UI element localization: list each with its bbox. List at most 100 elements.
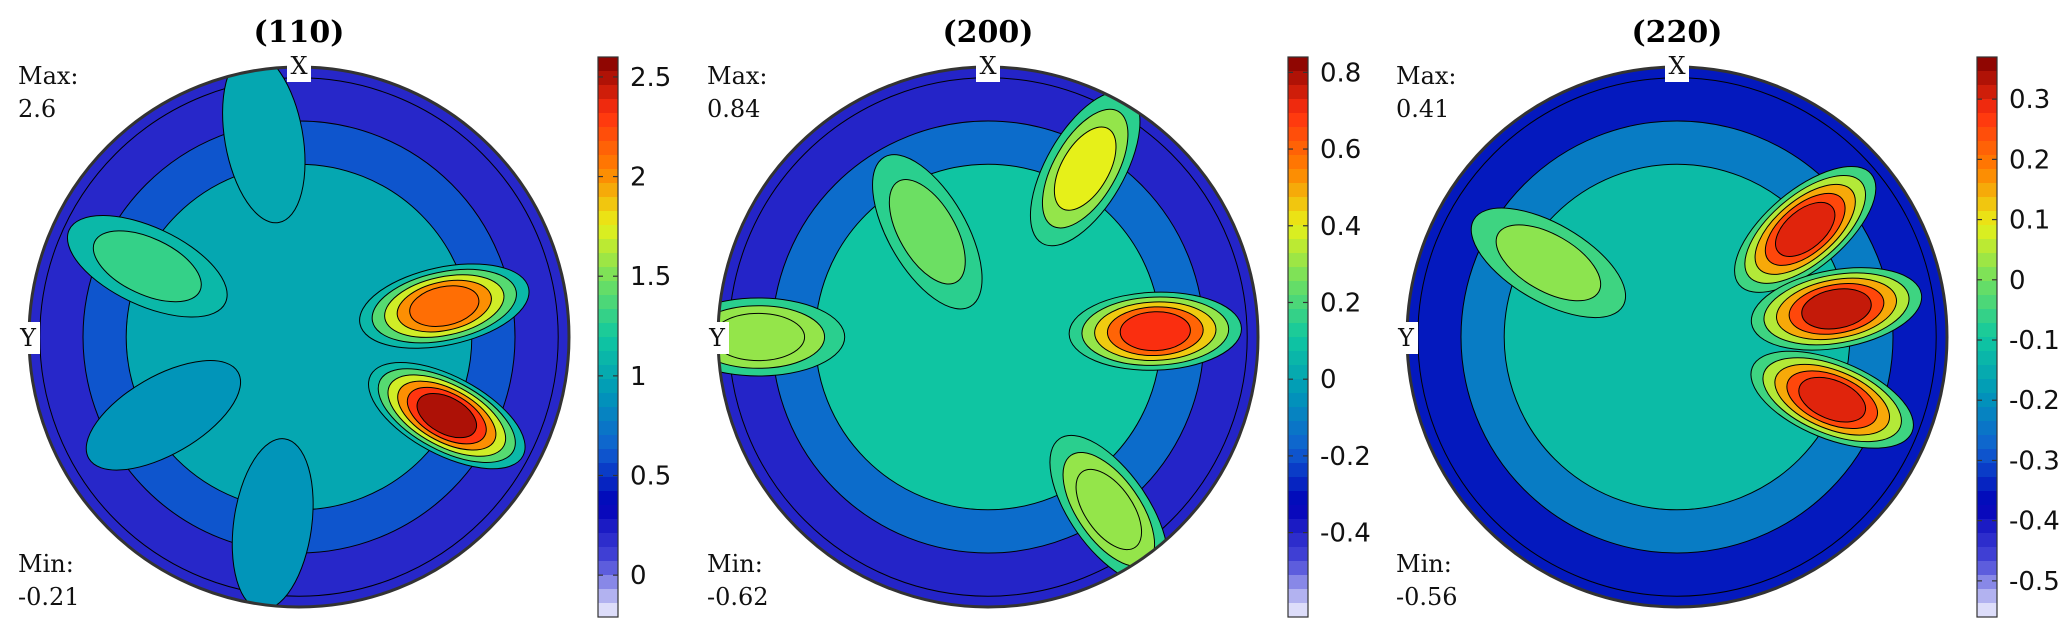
colorbar-tick-label: 0.1 (2009, 206, 2050, 236)
colorbar-segment (1977, 407, 1997, 422)
colorbar-segment (1977, 505, 1997, 520)
colorbar-segment (1288, 477, 1308, 492)
contour-feature-level (1495, 224, 1602, 302)
colorbar-segment (598, 57, 618, 72)
colorbar-segment (598, 225, 618, 240)
colorbar-segment (598, 449, 618, 464)
colorbar-segment (1288, 449, 1308, 464)
colorbar-segment (1977, 141, 1997, 156)
colorbar-segment (1977, 197, 1997, 212)
contour-feature-level (888, 179, 966, 285)
colorbar-segment (1288, 575, 1308, 590)
colorbar-segment (1288, 533, 1308, 548)
colorbar-tick-label: 1.5 (630, 262, 671, 292)
colorbar-segment (1977, 169, 1997, 184)
x-axis-label-220: X (1668, 52, 1685, 80)
colorbar-segment (1977, 463, 1997, 478)
colorbar-segment (1288, 267, 1308, 282)
colorbar-tick-label: 0.2 (1320, 288, 1361, 318)
contour-feature-level (416, 393, 477, 439)
colorbar-tick-label: -0.1 (2009, 326, 2060, 356)
colorbar-tick-label: 0.2 (2009, 145, 2050, 175)
colorbar-segment (598, 421, 618, 436)
contour-feature-level (85, 360, 242, 471)
contour-feature-level (231, 438, 314, 607)
colorbar-segment (1977, 309, 1997, 324)
colorbar-segment (598, 505, 618, 520)
colorbar-segment (1288, 519, 1308, 534)
colorbar-tick-label: 0 (2009, 266, 2026, 296)
colorbar-segment (1288, 309, 1308, 324)
colorbar-200: -0.4 -0.2 0 0.2 0.4 0.6 0.8 (1287, 56, 1371, 618)
panel-title-220: (220) (1631, 15, 1722, 50)
colorbar-110: 0 0.5 1 1.5 2 2.5 (597, 56, 671, 618)
colorbar-tick-label: -0.3 (2009, 446, 2060, 476)
contour-map-200 (718, 67, 1258, 607)
colorbar-segment (598, 393, 618, 408)
colorbar-segment (1288, 421, 1308, 436)
min-label-220: Min: (1396, 550, 1452, 578)
colorbar-tick-label: -0.2 (2009, 386, 2060, 416)
max-label-220: Max: (1396, 62, 1457, 90)
colorbar-segment (1288, 127, 1308, 142)
colorbar-tick-label: 0 (630, 561, 647, 591)
colorbar-segment (1977, 421, 1997, 436)
colorbar-tick-label: 0.8 (1320, 58, 1361, 88)
colorbar-segment (1977, 71, 1997, 86)
contour-map-220 (1407, 67, 1947, 607)
colorbar-segment (598, 85, 618, 100)
contour-feature-level (409, 285, 480, 327)
y-marker-bg-110 (16, 322, 40, 354)
colorbar-segment (1977, 379, 1997, 394)
colorbar-segment (1288, 85, 1308, 100)
colorbar-segment (598, 183, 618, 198)
colorbar-segment (1977, 491, 1997, 506)
colorbar-segment (598, 295, 618, 310)
min-label-110: Min: (18, 550, 74, 578)
contour-feature-level (718, 312, 806, 362)
contour-feature-level (1053, 126, 1117, 211)
colorbar-segment (1288, 99, 1308, 114)
colorbar-tick-label: -0.4 (2009, 507, 2060, 537)
contour-map-110 (29, 67, 569, 607)
colorbar-segment (1977, 435, 1997, 450)
colorbar-segment (598, 365, 618, 380)
colorbar-segment (598, 169, 618, 184)
colorbar-segment (598, 281, 618, 296)
colorbar-segment (1977, 365, 1997, 380)
colorbar-segment (1288, 393, 1308, 408)
colorbar-segment (598, 589, 618, 604)
colorbar-segment (1977, 113, 1997, 128)
colorbar-segment (1977, 575, 1997, 590)
colorbar-segment (1288, 435, 1308, 450)
contour-feature-level (1119, 311, 1191, 352)
colorbar-segment (1288, 491, 1308, 506)
colorbar-segment (1288, 407, 1308, 422)
contour-feature-level (222, 67, 306, 224)
colorbar-segment (1977, 561, 1997, 576)
max-value-200: 0.84 (707, 95, 760, 123)
colorbar-segment (1288, 197, 1308, 212)
colorbar-segment (1288, 603, 1308, 618)
colorbar-segment (598, 575, 618, 590)
colorbar-segment (1288, 113, 1308, 128)
colorbar-segment (1977, 57, 1997, 72)
colorbar-segment (1977, 253, 1997, 268)
colorbar-segment (1977, 547, 1997, 562)
colorbar-segment (598, 519, 618, 534)
colorbar-segment (598, 351, 618, 366)
min-value-220: -0.56 (1396, 583, 1458, 611)
colorbar-tick-label: 2.5 (630, 63, 671, 93)
colorbar-segment (598, 463, 618, 478)
colorbar-tick-label: 0.3 (2009, 85, 2050, 115)
colorbar-tick-label: 1 (630, 362, 647, 392)
colorbar-segment (1977, 281, 1997, 296)
colorbar-tick-label: 0 (1320, 365, 1337, 395)
colorbar-segment (598, 197, 618, 212)
x-marker-bg-220 (1665, 52, 1689, 82)
colorbar-segment (1977, 183, 1997, 198)
colorbar-segment (598, 477, 618, 492)
colorbar-segment (598, 547, 618, 562)
x-axis-label-110: X (290, 52, 307, 80)
